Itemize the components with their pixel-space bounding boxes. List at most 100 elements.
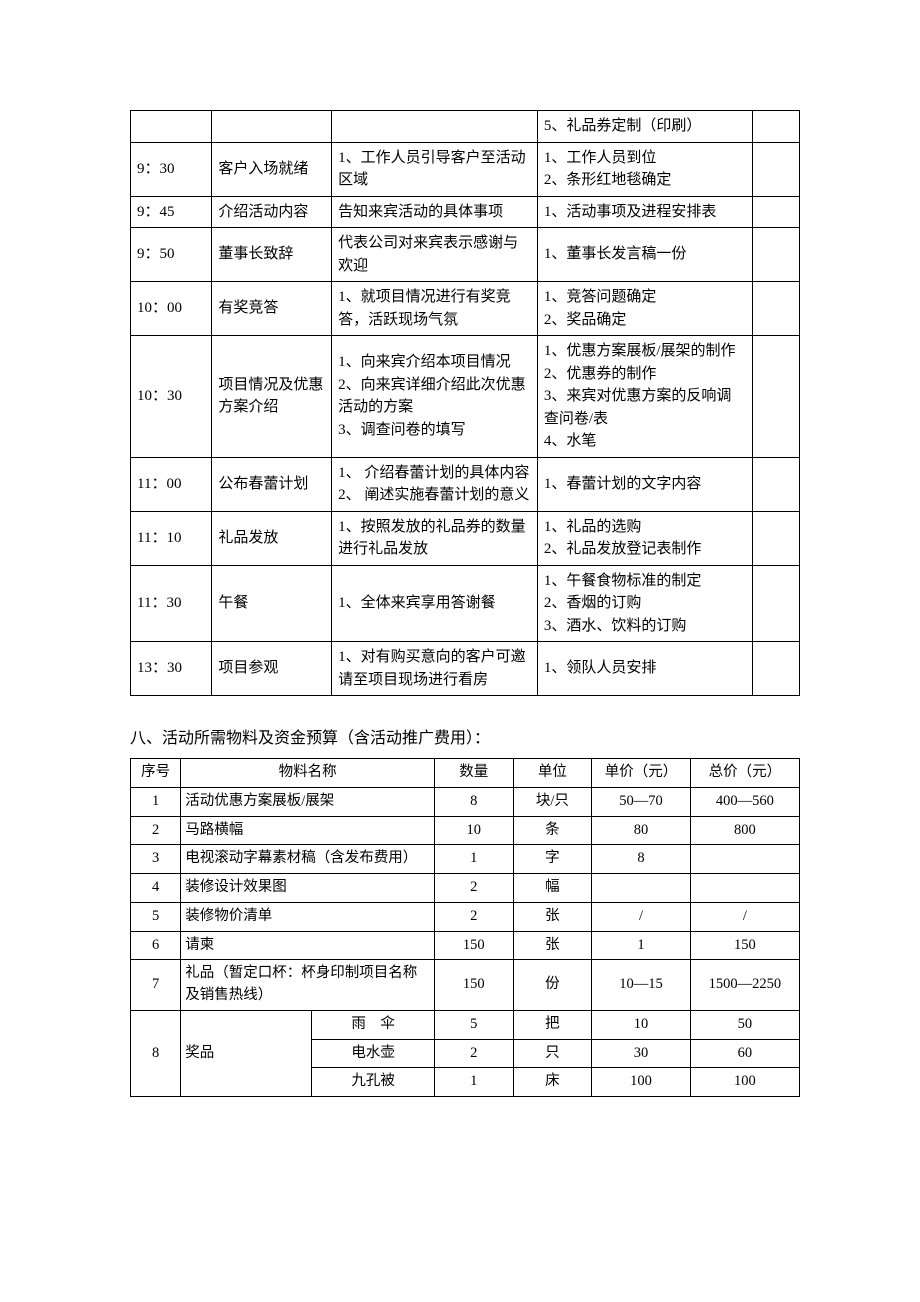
cell-time: 10：00 [131, 282, 212, 336]
cell-price: / [592, 902, 690, 931]
cell-unit: 把 [513, 1010, 592, 1039]
table-row: 6 请柬 150 张 1 150 [131, 931, 800, 960]
cell-unit: 床 [513, 1068, 592, 1097]
cell-unit: 张 [513, 931, 592, 960]
cell-item: 午餐 [212, 565, 332, 642]
cell-item: 有奖竞答 [212, 282, 332, 336]
table-row: 9：45 介绍活动内容 告知来宾活动的具体事项 1、活动事项及进程安排表 [131, 196, 800, 228]
cell-note [752, 511, 799, 565]
cell-name: 电视滚动字幕素材稿（含发布费用） [181, 845, 435, 874]
cell-qty: 10 [434, 816, 513, 845]
cell-name: 装修设计效果图 [181, 874, 435, 903]
cell-price: 80 [592, 816, 690, 845]
cell-total: 50 [690, 1010, 799, 1039]
table-row: 10：30 项目情况及优惠方案介绍 1、向来宾介绍本项目情况2、向来宾详细介绍此… [131, 336, 800, 458]
cell-prep: 1、午餐食物标准的制定2、香烟的订购3、酒水、饮料的订购 [537, 565, 752, 642]
schedule-table: 5、礼品券定制（印刷） 9：30 客户入场就绪 1、工作人员引导客户至活动区域 … [130, 110, 800, 696]
table-row: 11：10 礼品发放 1、按照发放的礼品券的数量进行礼品发放 1、礼品的选购2、… [131, 511, 800, 565]
cell-no: 5 [131, 902, 181, 931]
cell-total: 150 [690, 931, 799, 960]
cell-qty: 2 [434, 902, 513, 931]
cell-name: 礼品（暂定口杯：杯身印制项目名称及销售热线） [181, 960, 435, 1011]
cell-total [690, 845, 799, 874]
cell-time: 11：10 [131, 511, 212, 565]
cell-qty: 2 [434, 874, 513, 903]
cell-name: 活动优惠方案展板/展架 [181, 787, 435, 816]
cell-prep: 1、礼品的选购2、礼品发放登记表制作 [537, 511, 752, 565]
cell-unit: 字 [513, 845, 592, 874]
cell-price: 10 [592, 1010, 690, 1039]
cell-prep: 1、优惠方案展板/展架的制作2、优惠券的制作3、来宾对优惠方案的反响调查问卷/表… [537, 336, 752, 458]
cell-prize-name: 电水壶 [312, 1039, 434, 1068]
cell-time: 9：50 [131, 228, 212, 282]
cell-item: 公布春蕾计划 [212, 457, 332, 511]
cell-name: 请柬 [181, 931, 435, 960]
table-row: 7 礼品（暂定口杯：杯身印制项目名称及销售热线） 150 份 10—15 150… [131, 960, 800, 1011]
cell-note [752, 282, 799, 336]
cell-no: 8 [131, 1010, 181, 1096]
cell-no: 6 [131, 931, 181, 960]
cell-unit: 条 [513, 816, 592, 845]
cell-total: 1500—2250 [690, 960, 799, 1011]
header-name: 物料名称 [181, 759, 435, 788]
cell-content: 1、向来宾介绍本项目情况2、向来宾详细介绍此次优惠活动的方案3、调查问卷的填写 [332, 336, 538, 458]
cell-prep: 1、董事长发言稿一份 [537, 228, 752, 282]
cell-content: 1、就项目情况进行有奖竞答，活跃现场气氛 [332, 282, 538, 336]
table-row: 3 电视滚动字幕素材稿（含发布费用） 1 字 8 [131, 845, 800, 874]
header-unit: 单位 [513, 759, 592, 788]
cell-content: 代表公司对来宾表示感谢与欢迎 [332, 228, 538, 282]
cell-prep: 1、竞答问题确定2、奖品确定 [537, 282, 752, 336]
cell-total: 400—560 [690, 787, 799, 816]
table-row: 5、礼品券定制（印刷） [131, 111, 800, 143]
cell-unit: 幅 [513, 874, 592, 903]
cell-qty: 1 [434, 845, 513, 874]
cell-name: 装修物价清单 [181, 902, 435, 931]
cell-content: 1、对有购买意向的客户可邀请至项目现场进行看房 [332, 642, 538, 696]
cell-item: 介绍活动内容 [212, 196, 332, 228]
cell-item: 客户入场就绪 [212, 142, 332, 196]
cell-total: 60 [690, 1039, 799, 1068]
cell-time: 9：45 [131, 196, 212, 228]
page-content: 5、礼品券定制（印刷） 9：30 客户入场就绪 1、工作人员引导客户至活动区域 … [0, 0, 920, 1157]
cell-content [332, 111, 538, 143]
cell-item: 董事长致辞 [212, 228, 332, 282]
section-title-budget: 八、活动所需物料及资金预算（含活动推广费用）： [130, 724, 800, 748]
table-header-row: 序号 物料名称 数量 单位 单价（元） 总价（元） [131, 759, 800, 788]
cell-note [752, 565, 799, 642]
table-row: 13：30 项目参观 1、对有购买意向的客户可邀请至项目现场进行看房 1、领队人… [131, 642, 800, 696]
cell-total: / [690, 902, 799, 931]
cell-item [212, 111, 332, 143]
cell-no: 3 [131, 845, 181, 874]
cell-total: 100 [690, 1068, 799, 1097]
cell-qty: 5 [434, 1010, 513, 1039]
cell-no: 7 [131, 960, 181, 1011]
cell-prep: 1、春蕾计划的文字内容 [537, 457, 752, 511]
cell-qty: 150 [434, 931, 513, 960]
budget-body: 序号 物料名称 数量 单位 单价（元） 总价（元） 1 活动优惠方案展板/展架 … [131, 759, 800, 1097]
table-row: 10：00 有奖竞答 1、就项目情况进行有奖竞答，活跃现场气氛 1、竞答问题确定… [131, 282, 800, 336]
table-row: 1 活动优惠方案展板/展架 8 块/只 50—70 400—560 [131, 787, 800, 816]
cell-unit: 块/只 [513, 787, 592, 816]
cell-qty: 8 [434, 787, 513, 816]
table-row: 9：50 董事长致辞 代表公司对来宾表示感谢与欢迎 1、董事长发言稿一份 [131, 228, 800, 282]
cell-content: 告知来宾活动的具体事项 [332, 196, 538, 228]
cell-total [690, 874, 799, 903]
cell-note [752, 228, 799, 282]
cell-note [752, 642, 799, 696]
cell-price [592, 874, 690, 903]
cell-prize-name: 九孔被 [312, 1068, 434, 1097]
cell-prep: 1、活动事项及进程安排表 [537, 196, 752, 228]
cell-time: 10：30 [131, 336, 212, 458]
table-row: 5 装修物价清单 2 张 / / [131, 902, 800, 931]
cell-item: 项目参观 [212, 642, 332, 696]
cell-item: 项目情况及优惠方案介绍 [212, 336, 332, 458]
cell-no: 4 [131, 874, 181, 903]
cell-prep: 1、工作人员到位2、条形红地毯确定 [537, 142, 752, 196]
cell-unit: 只 [513, 1039, 592, 1068]
cell-qty: 2 [434, 1039, 513, 1068]
table-row: 9：30 客户入场就绪 1、工作人员引导客户至活动区域 1、工作人员到位2、条形… [131, 142, 800, 196]
cell-price: 10—15 [592, 960, 690, 1011]
header-price: 单价（元） [592, 759, 690, 788]
cell-time: 11：00 [131, 457, 212, 511]
cell-price: 8 [592, 845, 690, 874]
